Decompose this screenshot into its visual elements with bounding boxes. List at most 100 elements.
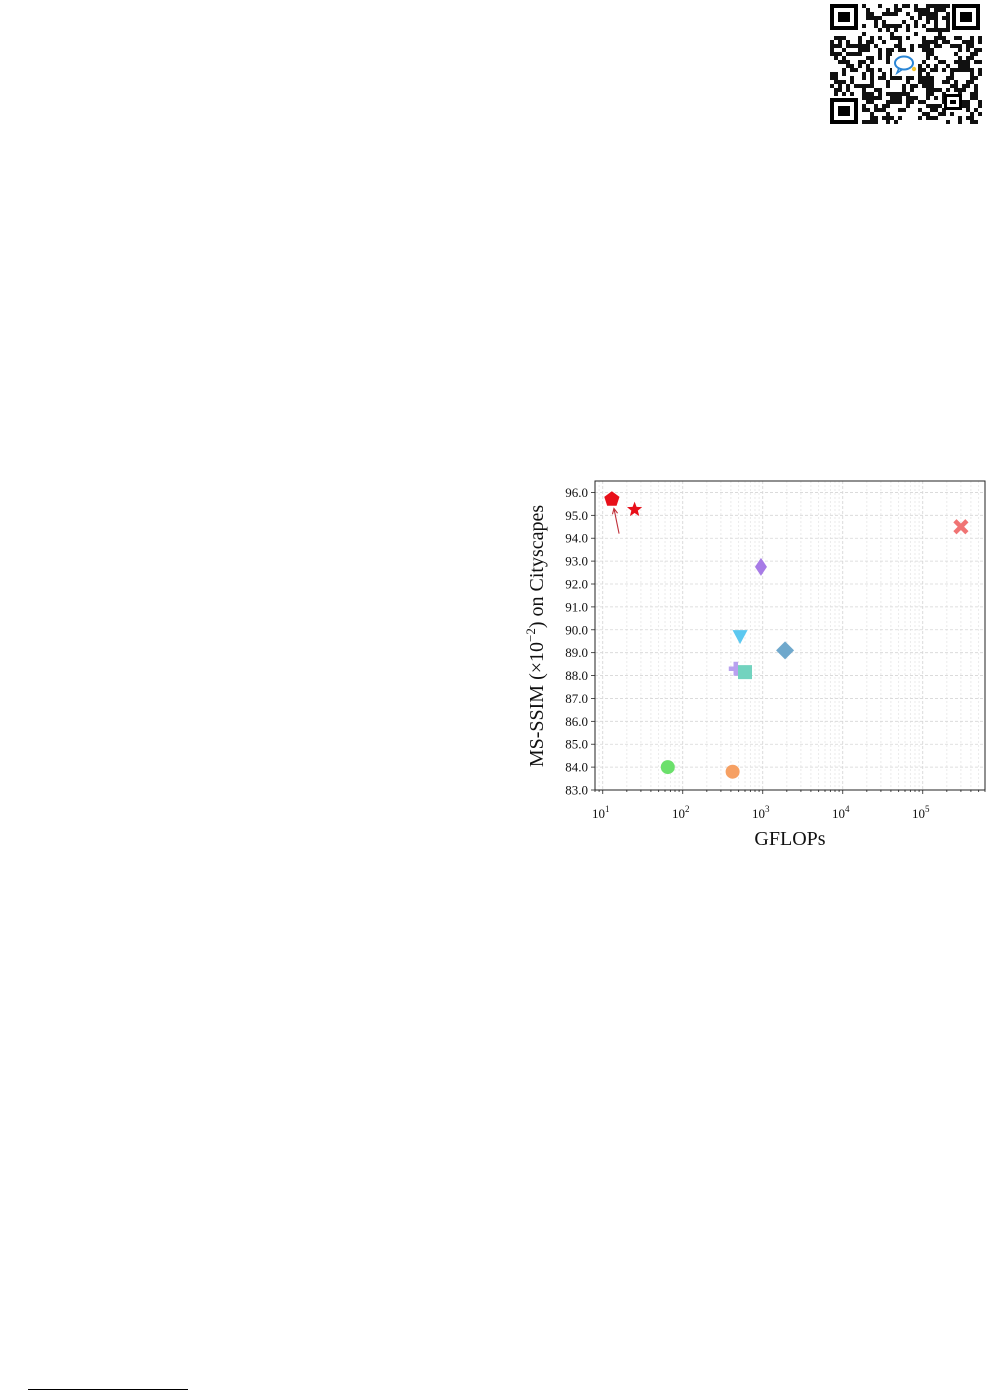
qr-finder-top-left: [830, 4, 858, 30]
qr-module: [890, 100, 894, 104]
y-tick-label: 87.0: [565, 691, 588, 706]
qr-module: [886, 104, 890, 108]
qr-module: [922, 44, 926, 48]
qr-module: [858, 48, 862, 52]
qr-module: [946, 120, 950, 124]
qr-module: [838, 60, 842, 64]
qr-module: [862, 76, 866, 80]
qr-module: [842, 60, 846, 64]
qr-module: [966, 60, 970, 64]
x-tick-label-exponent: 4: [845, 804, 850, 814]
qr-module: [886, 12, 890, 16]
qr-module: [946, 4, 950, 8]
qr-module: [938, 112, 942, 116]
qr-module: [894, 96, 898, 100]
qr-module: [890, 12, 894, 16]
qr-module: [882, 108, 886, 112]
qr-module: [954, 44, 958, 48]
qr-module: [922, 68, 926, 72]
qr-module: [898, 116, 902, 120]
qr-module: [954, 88, 958, 92]
qr-module: [946, 88, 950, 92]
annotation-arrow-head: [611, 507, 619, 515]
qr-module: [926, 64, 930, 68]
qr-module: [886, 100, 890, 104]
qr-module: [918, 44, 922, 48]
qr-module: [930, 4, 934, 8]
qr-module: [830, 40, 834, 44]
qr-module: [886, 80, 890, 84]
qr-module: [910, 16, 914, 20]
qr-module: [950, 84, 954, 88]
qr-module: [930, 108, 934, 112]
qr-module: [858, 84, 862, 88]
qr-module: [914, 84, 918, 88]
x-tick-label-base: 10: [912, 806, 925, 821]
qr-module: [902, 4, 906, 8]
qr-module: [862, 84, 866, 88]
qr-module: [846, 60, 850, 64]
qr-module: [874, 120, 878, 124]
qr-module: [886, 112, 890, 116]
y-tick-label: 85.0: [565, 737, 588, 752]
y-tick-label: 83.0: [565, 783, 588, 798]
qr-module: [954, 84, 958, 88]
qr-module: [866, 84, 870, 88]
qr-module: [926, 4, 930, 8]
y-tick-label: 96.0: [565, 485, 588, 500]
qr-module: [890, 36, 894, 40]
qr-module: [934, 12, 938, 16]
qr-module: [978, 60, 982, 64]
qr-module: [978, 68, 982, 72]
qr-module: [918, 108, 922, 112]
data-point-triangle-down: [732, 630, 748, 645]
qr-module: [878, 16, 882, 20]
qr-module: [966, 40, 970, 44]
y-tick-label: 89.0: [565, 645, 588, 660]
qr-module: [954, 60, 958, 64]
axis-ticks: 83.0 84.0 85.0 86.0 87.0 88.0 89.0 90.0 91.0 92.0…: [565, 485, 986, 821]
qr-module: [934, 116, 938, 120]
qr-finder-bottom-left: [830, 98, 858, 124]
qr-module: [930, 88, 934, 92]
qr-module: [894, 120, 898, 124]
qr-module: [970, 120, 974, 124]
qr-module: [870, 80, 874, 84]
qr-module: [906, 92, 910, 96]
qr-module: [938, 4, 942, 8]
qr-module: [898, 92, 902, 96]
qr-module: [958, 36, 962, 40]
qr-module: [898, 40, 902, 44]
x-tick-label-exponent: 5: [925, 804, 930, 814]
data-point-circle: [725, 764, 740, 779]
qr-module: [870, 92, 874, 96]
qr-module: [946, 76, 950, 80]
grid-lines: [594, 481, 986, 791]
qr-module: [910, 96, 914, 100]
qr-module: [914, 8, 918, 12]
qr-module: [938, 104, 942, 108]
qr-module: [934, 20, 938, 24]
qr-module: [898, 24, 902, 28]
qr-module: [926, 8, 930, 12]
x-tick-label: 104: [832, 804, 850, 821]
qr-module: [874, 88, 878, 92]
qr-module: [950, 112, 954, 116]
qr-module: [970, 68, 974, 72]
qr-module: [974, 108, 978, 112]
qr-module: [978, 104, 982, 108]
qr-module: [890, 76, 894, 80]
qr-module: [902, 108, 906, 112]
y-tick-label: 90.0: [565, 622, 588, 637]
qr-module: [830, 72, 834, 76]
qr-module: [906, 96, 910, 100]
qr-module: [926, 80, 930, 84]
qr-module: [914, 96, 918, 100]
qr-module: [898, 48, 902, 52]
qr-module: [958, 120, 962, 124]
y-tick-label: 95.0: [565, 508, 588, 523]
qr-module: [890, 92, 894, 96]
qr-module: [926, 48, 930, 52]
qr-module: [902, 48, 906, 52]
qr-module: [966, 68, 970, 72]
